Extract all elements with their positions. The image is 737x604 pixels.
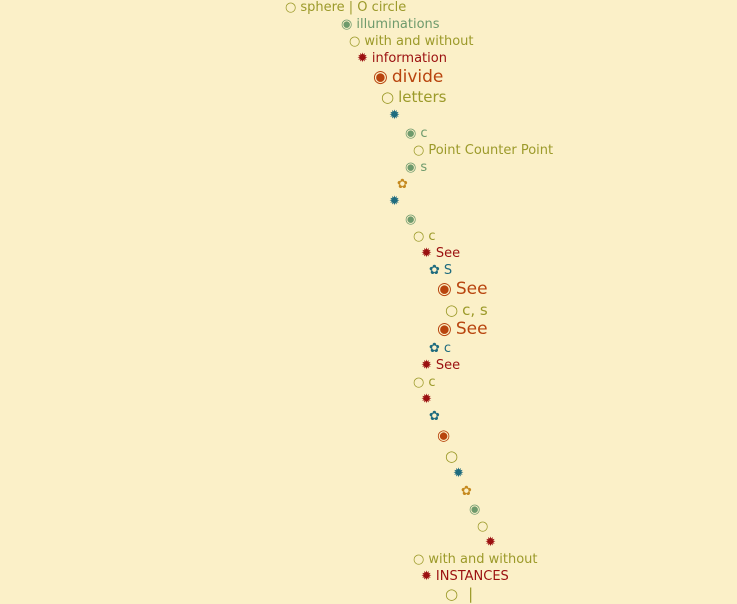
open-circle-icon: ○: [477, 519, 489, 534]
list-item[interactable]: ✿: [397, 178, 412, 191]
list-item[interactable]: ○ with and without: [349, 35, 474, 48]
open-circle-icon: ○: [445, 585, 459, 603]
open-circle-icon: ○: [349, 34, 361, 49]
item-label: |: [468, 585, 474, 603]
dot-circle-icon: ◉: [469, 502, 481, 517]
dot-circle-icon: ◉: [437, 319, 452, 339]
list-item[interactable]: ◉ See: [437, 281, 488, 298]
star-icon: ✹: [357, 51, 368, 66]
flower-icon: ✿: [429, 341, 440, 356]
star-icon: ✹: [421, 246, 432, 261]
dot-circle-icon: ◉: [405, 126, 417, 141]
list-item[interactable]: ✹: [389, 109, 404, 122]
open-circle-icon: ○: [413, 143, 425, 158]
list-item[interactable]: ○ Point Counter Point: [413, 144, 553, 157]
star-icon: ✹: [453, 466, 464, 481]
dot-circle-icon: ◉: [373, 67, 388, 87]
item-label: s: [420, 160, 428, 175]
list-item[interactable]: ◉: [469, 503, 484, 516]
item-label: c: [428, 229, 436, 244]
star-icon: ✹: [389, 108, 400, 123]
item-label: Point Counter Point: [428, 143, 554, 158]
item-label: letters: [398, 88, 447, 106]
open-circle-icon: ○: [413, 229, 425, 244]
star-icon: ✹: [421, 358, 432, 373]
open-circle-icon: ○: [445, 447, 459, 465]
open-circle-icon: ○: [381, 88, 395, 106]
open-circle-icon: ○: [285, 0, 297, 15]
list-item[interactable]: ◉: [405, 213, 420, 226]
list-item[interactable]: ◉ divide: [373, 69, 443, 86]
dot-circle-icon: ◉: [405, 212, 417, 227]
star-icon: ✹: [389, 194, 400, 209]
flower-icon: ✿: [429, 263, 440, 278]
list-item[interactable]: ○ with and without: [413, 553, 538, 566]
list-item[interactable]: ✹: [389, 195, 404, 208]
dot-circle-icon: ◉: [437, 279, 452, 299]
star-icon: ✹: [485, 535, 496, 550]
item-label: c: [420, 126, 428, 141]
list-item[interactable]: ✿ S: [429, 264, 452, 277]
dot-circle-icon: ◉: [405, 160, 417, 175]
item-label: with and without: [428, 552, 538, 567]
list-item[interactable]: ✿: [461, 485, 476, 498]
item-label: See: [455, 279, 488, 299]
list-item[interactable]: ○ |: [445, 587, 473, 602]
list-item[interactable]: ✹ See: [421, 359, 460, 372]
item-label: S: [443, 263, 453, 278]
open-circle-icon: ○: [445, 301, 459, 319]
list-item[interactable]: ✹ INSTANCES: [421, 570, 509, 583]
item-label: sphere | O circle: [300, 0, 407, 15]
list-item[interactable]: ○ c: [413, 230, 436, 243]
item-label: See: [435, 246, 461, 261]
star-icon: ✹: [421, 392, 432, 407]
list-item[interactable]: ○ sphere | O circle: [285, 1, 406, 14]
list-item[interactable]: ◉ c: [405, 127, 428, 140]
list-item[interactable]: ✹: [485, 536, 500, 549]
flower-icon: ✿: [429, 409, 440, 424]
flower-icon: ✿: [461, 484, 472, 499]
star-icon: ✹: [421, 569, 432, 584]
list-item[interactable]: ✹: [421, 393, 436, 406]
list-item[interactable]: ○ letters: [381, 90, 446, 105]
list-item[interactable]: ○ c: [413, 376, 436, 389]
item-label: c: [428, 375, 436, 390]
item-label: illuminations: [356, 17, 440, 32]
list-item[interactable]: ◉ See: [437, 321, 488, 338]
item-label: See: [455, 319, 488, 339]
dot-circle-icon: ◉: [341, 17, 353, 32]
list-item[interactable]: ✹ See: [421, 247, 460, 260]
list-item[interactable]: ○: [477, 520, 492, 533]
flower-icon: ✿: [397, 177, 408, 192]
item-label: with and without: [364, 34, 474, 49]
item-label: divide: [391, 67, 444, 87]
list-item[interactable]: ✿ c: [429, 342, 451, 355]
list-item[interactable]: ○ c, s: [445, 303, 488, 318]
open-circle-icon: ○: [413, 552, 425, 567]
dot-circle-icon: ◉: [437, 426, 451, 444]
item-label: c: [443, 341, 452, 356]
item-label: c, s: [462, 301, 488, 319]
item-label: INSTANCES: [435, 569, 509, 584]
item-label: See: [435, 358, 461, 373]
list-item[interactable]: ✿: [429, 410, 444, 423]
list-item[interactable]: ✹: [453, 467, 468, 480]
list-item[interactable]: ○: [445, 449, 462, 464]
list-item[interactable]: ◉ illuminations: [341, 18, 440, 31]
item-label: information: [371, 51, 447, 66]
list-item[interactable]: ✹ information: [357, 52, 447, 65]
open-circle-icon: ○: [413, 375, 425, 390]
list-item[interactable]: ◉: [437, 428, 454, 443]
list-item[interactable]: ◉ s: [405, 161, 427, 174]
